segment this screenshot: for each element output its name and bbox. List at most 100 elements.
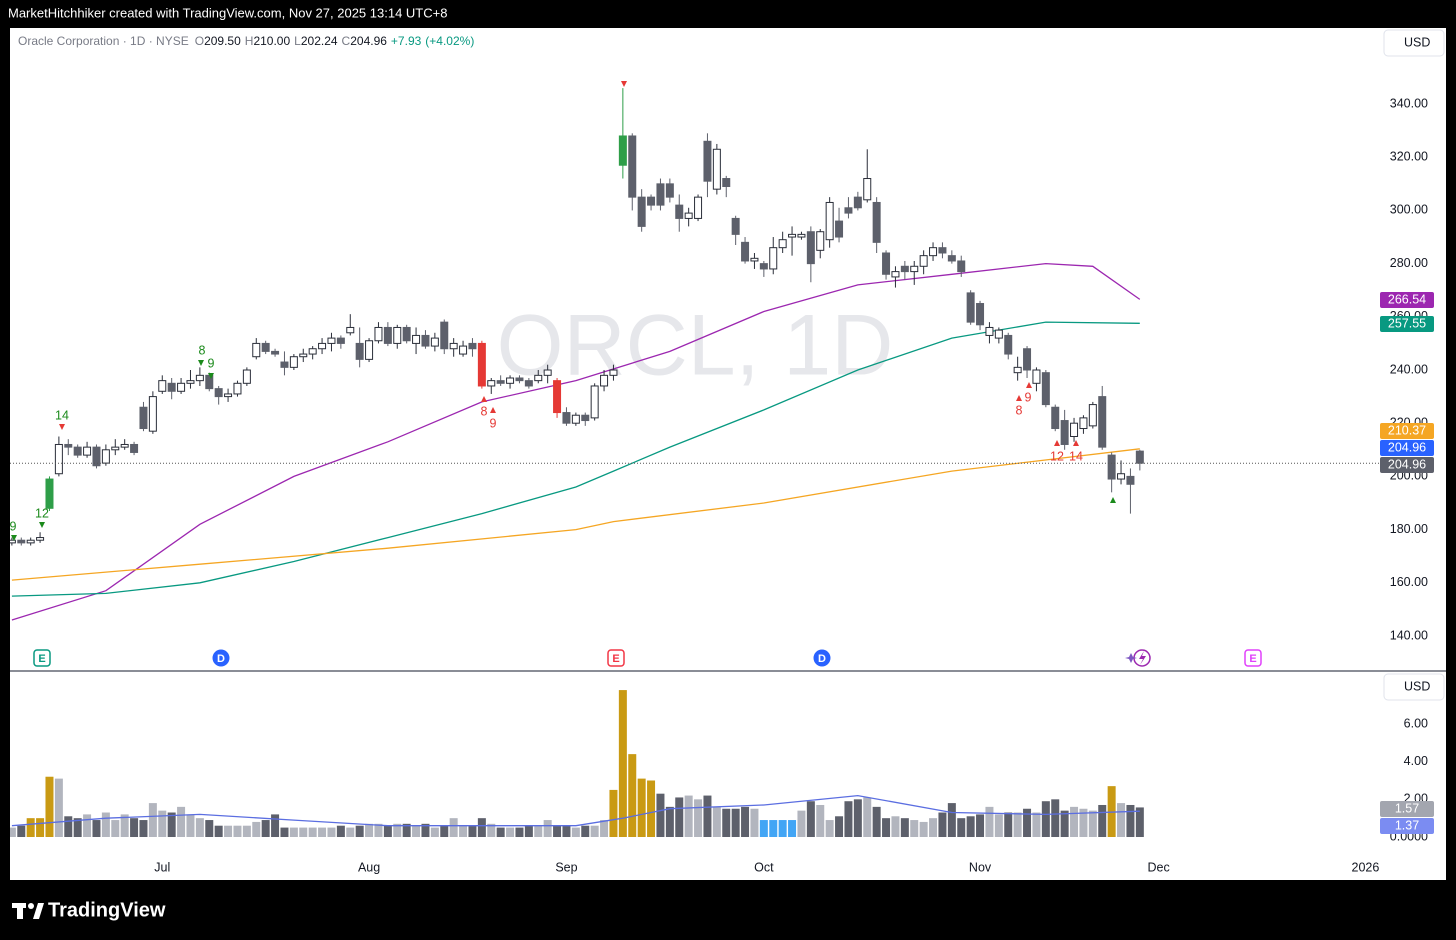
volume-currency-button[interactable]: [1383, 673, 1445, 701]
candle-body: [1098, 396, 1107, 448]
candle-body: [825, 201, 834, 241]
volume-bar: [571, 827, 580, 838]
volume-bar: [919, 821, 928, 838]
volume-bar: [1004, 812, 1013, 838]
volume-bar: [609, 789, 618, 838]
volume-bar: [214, 825, 223, 838]
candle-body: [1060, 420, 1069, 445]
price-badge-label: 210.37: [1388, 423, 1426, 437]
volume-bar: [374, 823, 383, 838]
currency-label[interactable]: USD: [1404, 35, 1430, 49]
event-icon: [1244, 649, 1262, 667]
candle-body: [976, 303, 985, 326]
volume-bar: [806, 801, 815, 838]
volume-bar: [891, 816, 900, 838]
y-tick-label: 160.00: [1390, 575, 1428, 589]
counter-label: 12: [1050, 449, 1064, 463]
candle-body: [694, 196, 703, 219]
volume-bar: [534, 825, 543, 838]
candle-body: [1004, 334, 1013, 355]
legend-item: L: [294, 34, 301, 48]
logo-shape: [28, 903, 34, 909]
legend-item: 209.50: [204, 34, 241, 48]
candle-body: [581, 414, 590, 422]
candle-body: [1013, 366, 1022, 374]
volume-bar: [778, 820, 787, 838]
candle-body: [195, 374, 204, 382]
candle-body: [600, 374, 609, 387]
candle-body: [637, 196, 646, 227]
volume-bar: [853, 799, 862, 838]
candle-body: [214, 388, 223, 398]
volume-bar: [750, 808, 759, 838]
volume-bar: [26, 818, 35, 838]
volume-bar: [308, 827, 317, 838]
volume-bar: [741, 806, 750, 838]
candle-body: [1032, 369, 1041, 384]
price-badge: [1380, 316, 1434, 332]
candle-body: [261, 342, 270, 352]
candle-body: [534, 374, 543, 382]
legend: Oracle Corporation · 1D · NYSE O209.50 H21…: [18, 34, 474, 48]
candle-body: [468, 342, 477, 350]
candle-body: [101, 449, 110, 464]
volume-bar: [1135, 807, 1144, 838]
candle-body: [1107, 454, 1116, 480]
volume-bar: [393, 823, 402, 838]
volume-bar: [440, 825, 449, 838]
volume-bar: [900, 818, 909, 838]
candle-body: [524, 380, 533, 387]
volume-bar: [1051, 799, 1060, 838]
volume-bar: [966, 816, 975, 838]
volume-bar: [938, 812, 947, 838]
volume-bar: [139, 820, 148, 838]
volume-bar: [195, 818, 204, 838]
candle-body: [562, 412, 571, 424]
candle-body: [26, 539, 35, 544]
volume-bar: [205, 820, 214, 838]
signal-triangle: [490, 407, 496, 413]
candle-body: [910, 265, 919, 273]
candle-body: [985, 326, 994, 336]
volume-bar: [468, 825, 477, 838]
candle-body: [299, 353, 308, 358]
y-tick-label: 300.00: [1390, 203, 1428, 217]
candle-body: [289, 356, 298, 368]
volume-bar: [863, 797, 872, 838]
volume-bar: [1032, 812, 1041, 838]
volume-bar: [477, 818, 486, 838]
volume-bar: [496, 827, 505, 838]
candle-body: [54, 443, 63, 475]
counter-label: 9: [490, 416, 497, 430]
candle-body: [430, 337, 439, 347]
candle-body: [994, 329, 1003, 339]
candle-body: [271, 350, 280, 355]
candle-body: [477, 342, 486, 387]
volume-bar: [543, 820, 552, 838]
volume-bar: [712, 806, 721, 838]
price-badge: [1380, 801, 1434, 817]
candle-body: [966, 292, 975, 323]
x-tick-label: Aug: [358, 860, 380, 874]
volume-tick-label: 4.00: [1404, 754, 1428, 768]
candle-body: [816, 231, 825, 251]
volume-bar: [111, 820, 120, 838]
candle-body: [872, 201, 881, 243]
volume-bar: [402, 823, 411, 838]
volume-bar: [994, 814, 1003, 838]
candle-body: [36, 537, 45, 541]
volume-bar: [17, 825, 26, 838]
signal-triangle: [1026, 382, 1032, 388]
counter-label: 9: [1025, 390, 1032, 404]
currency-button[interactable]: [1383, 29, 1445, 57]
volume-currency-label[interactable]: USD: [1404, 679, 1430, 693]
volume-bar: [976, 814, 985, 838]
candle-body: [1126, 475, 1135, 485]
signal-triangle: [208, 373, 214, 379]
event-letter: D: [217, 653, 225, 665]
legend-item: Oracle Corporation · 1D · NYSE: [18, 34, 189, 48]
volume-bar: [177, 806, 186, 838]
candle-body: [346, 326, 355, 334]
volume-bar: [665, 806, 674, 838]
